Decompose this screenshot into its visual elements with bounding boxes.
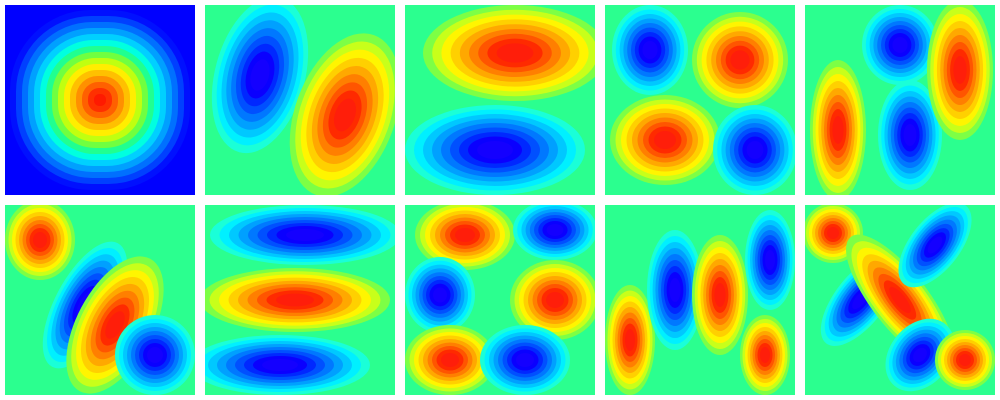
contour-level [286,229,324,241]
positive-lobe-6 [935,330,995,390]
contour-plot-5 [805,5,995,195]
mode-panel-2 [205,5,395,195]
positive-lobe-1 [415,205,515,270]
contour-level [433,287,447,303]
contour-level [832,116,844,144]
contour-level [496,43,534,63]
negative-lobe-4 [713,105,795,195]
positive-lobe-3 [66,256,164,394]
contour-plot-6 [5,205,195,395]
mode-panel-9 [605,205,795,395]
contour-level [94,94,106,106]
contour-plot-8 [405,205,595,395]
contour-level [889,286,911,314]
contour-level [827,227,839,239]
negative-lobe-2 [405,105,585,195]
contour-level [477,141,513,159]
negative-lobe-2 [862,5,938,85]
contour-level [625,329,635,351]
positive-lobe-3 [692,235,748,355]
negative-lobe-3 [878,80,942,190]
contour-level [105,311,125,339]
contour-level [730,50,750,70]
contour-level [642,41,658,59]
mode-panel-5 [805,5,995,195]
contour-level [654,131,676,149]
contour-level [669,278,681,302]
positive-lobe-2 [692,12,788,108]
positive-lobe-3 [610,95,720,185]
mode-panel-1 [5,5,195,195]
contour-level [760,347,770,363]
positive-lobe-4 [927,5,993,140]
contour-level [892,37,908,53]
contour-level [262,359,298,371]
positive-lobe-1 [423,5,595,101]
negative-lobe-3 [405,257,475,333]
positive-lobe-1 [5,205,75,280]
mode-panel-8 [405,205,595,395]
contour-plot-2 [205,5,395,195]
contour-level [276,293,314,307]
positive-lobe-4 [510,260,595,340]
mode-panel-4 [605,5,795,195]
negative-lobe-1 [210,205,395,265]
mode-panel-10 [805,205,995,395]
contour-level [546,292,564,308]
negative-lobe-1 [612,5,688,95]
negative-lobe-5 [885,318,955,392]
contour-plot-1 [5,5,195,195]
positive-lobe-1 [605,285,655,395]
contour-level [913,347,927,363]
mode-panel-6 [5,205,195,395]
positive-lobe-1 [810,60,866,195]
contour-plot-3 [405,5,595,195]
contour-plot-4 [605,5,795,195]
negative-lobe-4 [898,205,972,288]
contour-plot-10 [805,205,995,395]
contour-plot-9 [605,205,795,395]
contour-level [927,236,943,254]
contour-level [714,283,726,307]
negative-lobe-1 [211,5,309,154]
negative-lobe-2 [513,205,595,260]
positive-lobe-5 [740,315,790,395]
negative-lobe-4 [115,315,195,395]
contour-level [33,232,47,248]
positive-lobe-2 [289,33,395,195]
positive-lobe-5 [405,325,495,395]
contour-level [959,354,971,366]
negative-lobe-3 [205,335,370,395]
contour-level [250,59,270,91]
positive-lobe-2 [205,268,390,332]
negative-lobe-4 [745,210,795,310]
contour-level [455,228,475,242]
mode-panel-7 [205,205,395,395]
contour-level [903,124,917,146]
contour-level [441,353,459,367]
contour-plot-7 [205,205,395,395]
contour-level [147,347,163,363]
contour-level [546,224,564,236]
mode-panel-3 [405,5,595,195]
negative-lobe-2 [647,230,703,350]
contour-level [516,353,534,367]
negative-lobe-6 [480,325,570,395]
contour-level [765,250,775,270]
contour-level [333,98,357,132]
contour-level [746,141,764,159]
contour-level [953,56,967,84]
